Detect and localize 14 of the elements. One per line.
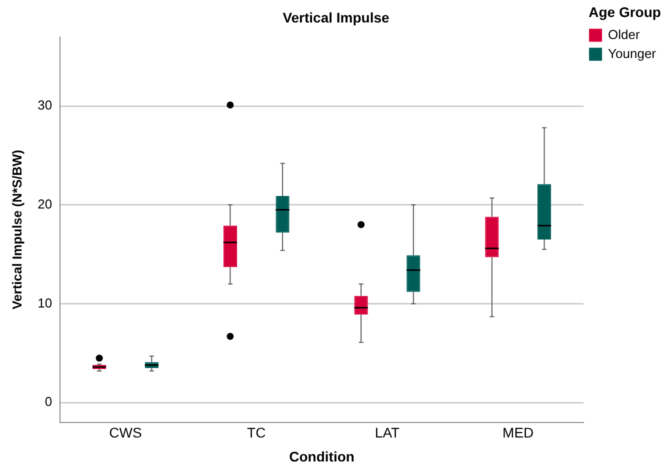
x-tick-label: TC: [247, 424, 266, 441]
legend-title: Age Group: [588, 4, 661, 20]
x-tick-label: MED: [502, 424, 534, 441]
legend-label: Older: [608, 26, 641, 42]
x-axis-title: Condition: [289, 448, 354, 464]
y-tick-label: 20: [38, 196, 52, 212]
chart-title: Vertical Impulse: [282, 9, 390, 26]
y-tick-label: 10: [38, 295, 52, 310]
y-tick-label: 30: [38, 98, 52, 113]
x-tick-label: CWS: [109, 424, 142, 441]
y-tick-label: 0: [44, 394, 52, 410]
y-axis-title: Vertical Impulse (N*S/BW): [9, 150, 24, 310]
legend-label: Younger: [608, 46, 657, 61]
x-tick-label: LAT: [374, 424, 400, 441]
